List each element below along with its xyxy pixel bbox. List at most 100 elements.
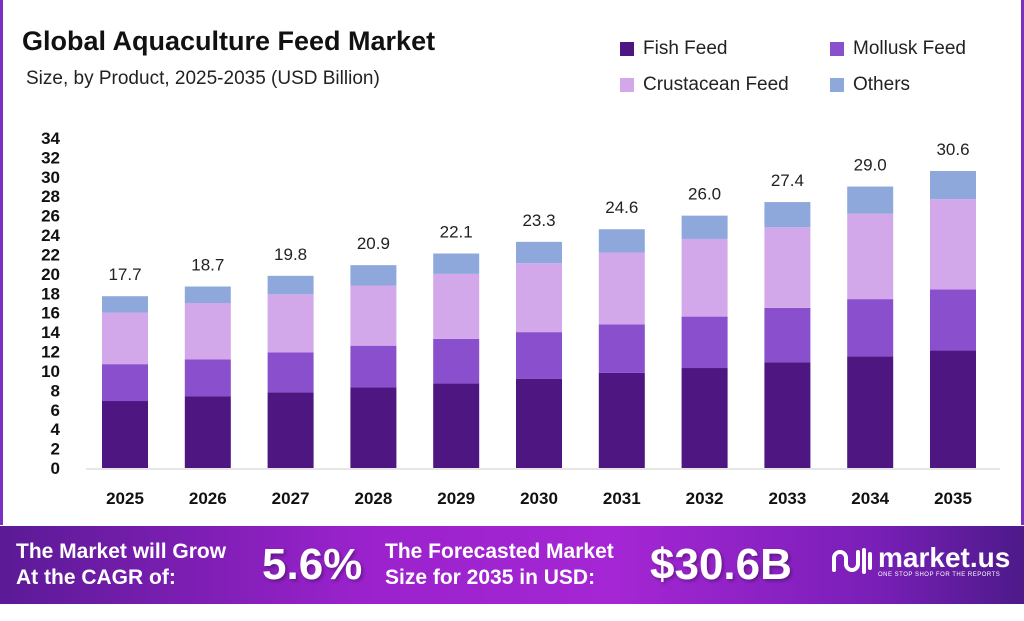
bar-segment-fish-feed [598,372,645,468]
bar-segment-crustacean-feed [516,263,562,333]
legend-item-mollusk-feed: Mollusk Feed [830,38,1010,60]
total-data-label: 17.7 [108,265,141,284]
y-tick-label: 12 [41,343,60,362]
chart-title: Global Aquaculture Feed Market [22,26,436,56]
forecast-label: The Forecasted Market Size for 2035 in U… [385,539,614,591]
logo-icon [832,548,872,574]
forecast-label-line2: Size for 2035 in USD: [385,566,596,589]
x-tick-label: 2029 [437,489,475,508]
bar-segment-fish-feed [350,387,397,468]
bar-segment-others [847,186,894,214]
x-tick-label: 2034 [851,489,889,508]
bar-segment-fish-feed [516,378,562,468]
bar-segment-mollusk-feed [681,316,728,369]
x-tick-label: 2030 [520,489,558,508]
cagr-label-line2: At the CAGR of: [16,566,176,589]
y-tick-label: 34 [41,129,60,148]
bar-segment-fish-feed [930,350,976,468]
y-tick-label: 30 [41,168,60,187]
market-us-logo: market.us ONE STOP SHOP FOR THE REPORTS [830,544,1010,578]
legend-swatch [620,78,634,92]
bar-segment-mollusk-feed [598,324,645,373]
bar-segment-others [433,253,480,274]
bar-segment-fish-feed [847,356,894,468]
legend-swatch [830,78,844,92]
total-data-label: 26.0 [688,185,721,204]
legend-swatch [620,42,634,56]
y-tick-label: 32 [41,148,60,167]
y-tick-label: 4 [51,420,61,439]
y-tick-label: 26 [41,207,60,226]
bar-segment-others [598,229,645,253]
legend-item-crustacean-feed: Crustacean Feed [620,74,830,96]
stacked-bar-chart: 024681012141618202224262830323417.720251… [41,129,1000,508]
bar-segment-crustacean-feed [764,227,811,308]
y-tick-label: 6 [51,401,60,420]
bar-segment-fish-feed [102,401,148,468]
bar-segment-crustacean-feed [350,285,397,346]
bar-segment-crustacean-feed [847,213,894,300]
y-tick-label: 8 [51,381,60,400]
bar-segment-fish-feed [681,368,728,468]
x-tick-label: 2025 [106,489,144,508]
y-tick-label: 2 [51,440,60,459]
cagr-label: The Market will Grow At the CAGR of: [16,539,226,591]
legend-item-others: Others [830,74,1010,96]
logo-tagline: ONE STOP SHOP FOR THE REPORTS [878,572,1001,578]
bar-segment-mollusk-feed [764,307,811,363]
bar-segment-mollusk-feed [102,364,148,402]
total-data-label: 27.4 [771,171,804,190]
y-tick-label: 24 [41,226,60,245]
y-tick-label: 10 [41,362,60,381]
cagr-value: 5.6% [262,540,363,589]
forecast-label-line1: The Forecasted Market [385,540,614,563]
total-data-label: 19.8 [274,245,307,264]
x-tick-label: 2027 [272,489,310,508]
bar-segment-others [267,275,314,295]
x-tick-label: 2035 [934,489,972,508]
bar-segment-fish-feed [267,392,314,468]
y-tick-label: 0 [51,459,60,478]
y-tick-label: 16 [41,304,60,323]
legend-label: Others [853,74,911,95]
legend-label: Fish Feed [643,38,728,59]
bar-segment-crustacean-feed [433,273,480,339]
y-tick-label: 18 [41,284,60,303]
x-tick-label: 2032 [686,489,724,508]
bar-segment-fish-feed [764,362,811,468]
bar-segment-others [516,241,562,264]
bar-segment-others [102,296,148,313]
bar-segment-mollusk-feed [433,338,480,384]
legend-label: Crustacean Feed [643,74,789,95]
bar-segment-crustacean-feed [184,303,231,360]
total-data-label: 30.6 [936,140,969,159]
cagr-label-line1: The Market will Grow [16,540,227,563]
bar-segment-mollusk-feed [350,345,397,388]
bar-segment-mollusk-feed [847,299,894,357]
y-tick-label: 14 [41,323,60,342]
total-data-label: 22.1 [440,223,473,242]
legend-item-fish-feed: Fish Feed [620,38,830,60]
chart-subtitle: Size, by Product, 2025-2035 (USD Billion… [26,68,380,89]
total-data-label: 23.3 [522,211,555,230]
bar-segment-others [681,215,728,239]
bar-segment-others [350,265,397,286]
bar-segment-crustacean-feed [598,252,645,325]
bar-segment-mollusk-feed [930,289,976,351]
legend: Fish Feed Mollusk Feed Crustacean Feed O… [620,38,1010,96]
legend-label: Mollusk Feed [853,38,966,59]
bar-segment-fish-feed [184,396,231,468]
y-tick-label: 22 [41,245,60,264]
bar-segment-crustacean-feed [102,312,148,365]
x-tick-label: 2031 [603,489,641,508]
x-tick-label: 2033 [768,489,806,508]
bar-segment-mollusk-feed [267,352,314,393]
bar-segment-others [764,202,811,228]
forecast-value: $30.6B [650,540,792,589]
bar-segment-crustacean-feed [681,238,728,317]
bar-segment-mollusk-feed [516,332,562,379]
bar-segment-others [930,171,976,200]
x-tick-label: 2026 [189,489,227,508]
bar-segment-fish-feed [433,383,480,468]
total-data-label: 24.6 [605,198,638,217]
